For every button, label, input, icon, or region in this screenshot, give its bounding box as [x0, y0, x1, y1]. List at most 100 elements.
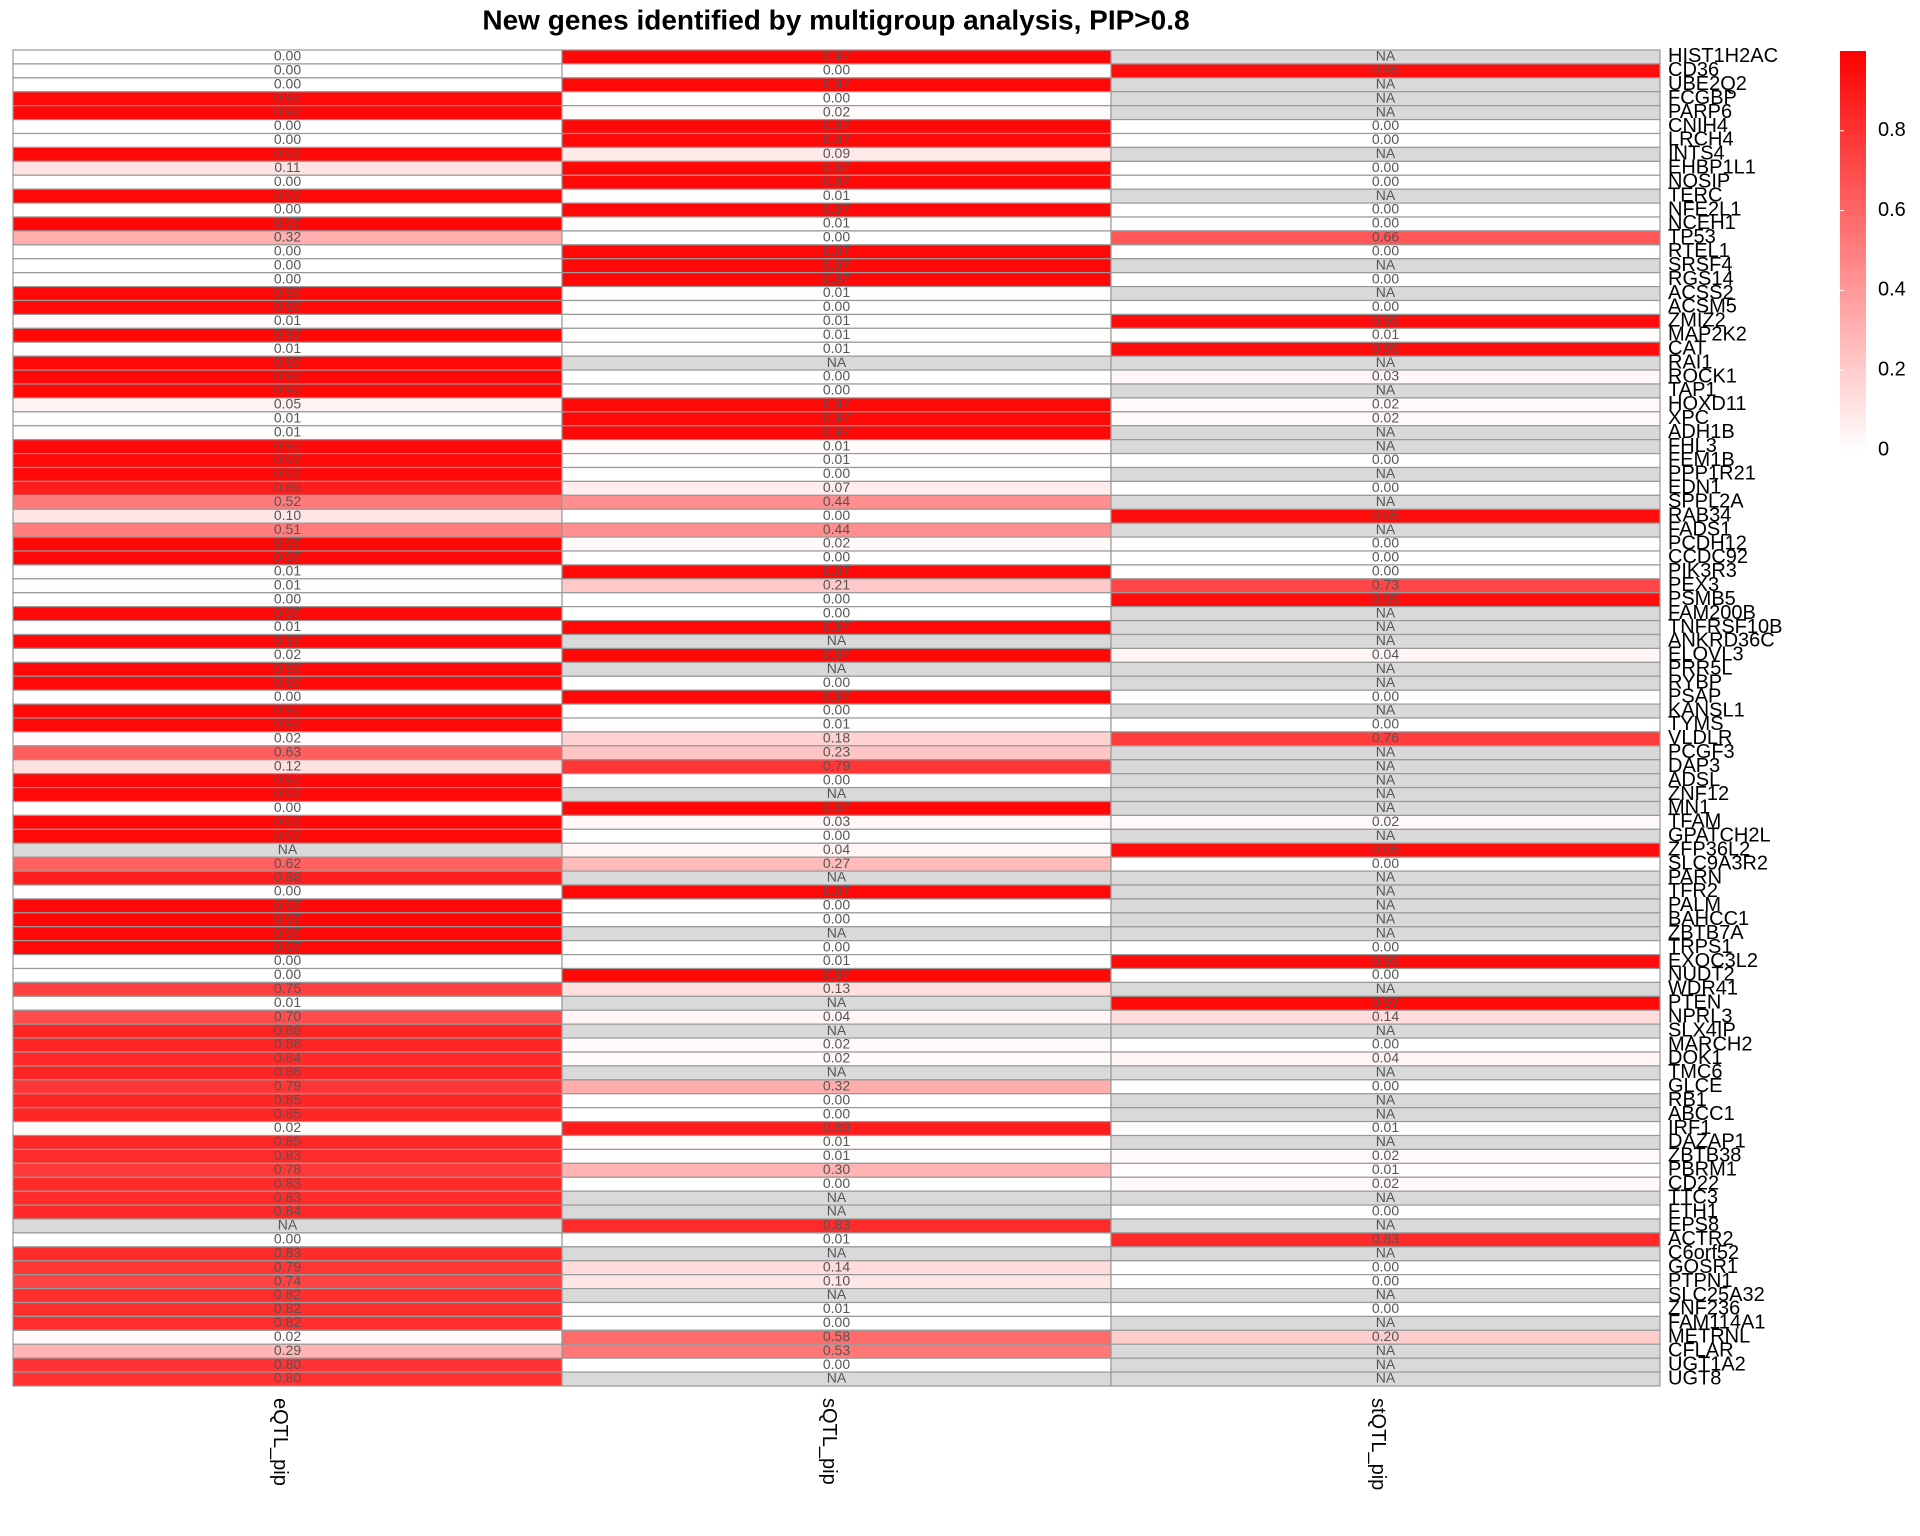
colorbar-segment [1840, 414, 1866, 419]
cell-label: NA [1376, 771, 1396, 787]
colorbar-segment [1840, 286, 1866, 291]
cell-label: NA [1376, 869, 1396, 885]
cell-label: 0.02 [1372, 1147, 1399, 1163]
column-label: eQTL_pip [269, 1398, 291, 1486]
cell-label: 0.97 [274, 702, 301, 718]
cell-label: 0.00 [274, 590, 301, 606]
row-label: TMC6 [1668, 1061, 1722, 1083]
colorbar-segment [1840, 158, 1866, 164]
cell-label: 0.00 [1372, 159, 1399, 175]
cell-label: 0.97 [274, 660, 301, 676]
cell-label: 0.02 [274, 1328, 301, 1344]
cell-label: 0.00 [274, 883, 301, 899]
cell-label: 0.01 [823, 1133, 850, 1149]
colorbar-segment [1840, 334, 1866, 339]
colorbar-segment [1840, 278, 1866, 283]
colorbar-segment [1840, 354, 1866, 359]
cell-label: 0.97 [274, 924, 301, 940]
colorbar-segment [1840, 174, 1866, 180]
cell-label: NA [1376, 618, 1396, 634]
cell-label: 0.00 [823, 827, 850, 843]
cell-label: 0.00 [823, 604, 850, 620]
row-label: SRSF4 [1668, 254, 1732, 276]
cell-label: 0.32 [823, 1077, 850, 1093]
colorbar-segment [1840, 194, 1866, 200]
colorbar-segment [1840, 338, 1866, 343]
cell-label: 0.97 [274, 382, 301, 398]
colorbar-segment [1840, 146, 1866, 152]
cell-label: 0.01 [274, 618, 301, 634]
colorbar-segment [1840, 270, 1866, 275]
cell-label: NA [827, 994, 847, 1010]
cell-label: 0.00 [823, 507, 850, 523]
colorbar-tick-label: 0.2 [1878, 358, 1906, 380]
cell-label: NA [1376, 897, 1396, 913]
cell-label: 0.02 [1372, 396, 1399, 412]
cell-label: 0.00 [1372, 1036, 1399, 1052]
cell-label: NA [827, 1244, 847, 1260]
colorbar-segment [1840, 250, 1866, 255]
cell-label: 0.82 [274, 1314, 301, 1330]
colorbar-segment [1840, 162, 1866, 168]
cell-label: 0.83 [1372, 1231, 1399, 1247]
cell-label: 0.97 [823, 270, 850, 286]
colorbar-segment [1840, 110, 1866, 116]
cell-label: NA [1376, 827, 1396, 843]
cell-label: 0.63 [274, 743, 301, 759]
colorbar-segment [1840, 350, 1866, 355]
cell-label: 0.00 [1372, 479, 1399, 495]
colorbar-segment [1840, 138, 1866, 144]
cell-label: 0.00 [274, 48, 301, 64]
cell-label: NA [1376, 465, 1396, 481]
cell-label: NA [827, 632, 847, 648]
cell-label: 0.01 [823, 716, 850, 732]
colorbar-segment [1840, 90, 1866, 96]
colorbar-segment [1840, 154, 1866, 160]
cell-label: 0.00 [823, 62, 850, 78]
colorbar-segment [1840, 74, 1866, 80]
cell-label: NA [1376, 702, 1396, 718]
row-label: XPC [1668, 407, 1709, 429]
cell-label: NA [1376, 145, 1396, 161]
row-label: BAHCC1 [1668, 908, 1749, 930]
cell-label: 0.01 [823, 326, 850, 342]
cell-label: NA [1376, 1314, 1396, 1330]
cell-label: 0.53 [823, 1342, 850, 1358]
cell-label: 0.04 [823, 841, 850, 857]
colorbar-segment [1840, 366, 1866, 371]
cell-label: 0.97 [823, 423, 850, 439]
row-label: TFAM [1668, 811, 1721, 833]
cell-label: NA [1376, 48, 1396, 64]
cell-label: NA [1376, 1342, 1396, 1358]
cell-label: 0.97 [823, 646, 850, 662]
cell-label: NA [278, 841, 298, 857]
cell-label: 0.00 [1372, 117, 1399, 133]
cell-label: 0.76 [1372, 730, 1399, 746]
row-label: GOSR1 [1668, 1256, 1738, 1278]
row-label: CNIH4 [1668, 115, 1728, 137]
cell-label: 0.58 [823, 1328, 850, 1344]
colorbar-segment [1840, 142, 1866, 148]
cell-label: 0.97 [823, 159, 850, 175]
cell-label: 0.01 [274, 563, 301, 579]
cell-label: 0.97 [274, 89, 301, 105]
cell-label: 0.97 [1372, 994, 1399, 1010]
colorbar-segment [1840, 442, 1866, 447]
cell-label: NA [1376, 1133, 1396, 1149]
row-label: DAZAP1 [1668, 1131, 1746, 1153]
colorbar-segment [1840, 410, 1866, 415]
cell-label: 0.01 [823, 312, 850, 328]
row-label: EPS8 [1668, 1214, 1719, 1236]
cell-label: 0.00 [823, 771, 850, 787]
cell-label: 0.79 [274, 1258, 301, 1274]
cell-label: 0.95 [1372, 312, 1399, 328]
cell-label: 0.01 [823, 1231, 850, 1247]
cell-label: 0.75 [274, 980, 301, 996]
colorbar-segment [1840, 246, 1866, 251]
cell-label: NA [1376, 103, 1396, 119]
row-label: CD36 [1668, 59, 1719, 81]
row-label: CD22 [1668, 1172, 1719, 1194]
cell-label: 0.97 [274, 103, 301, 119]
cell-label: 0.83 [274, 1147, 301, 1163]
cell-label: NA [1376, 284, 1396, 300]
